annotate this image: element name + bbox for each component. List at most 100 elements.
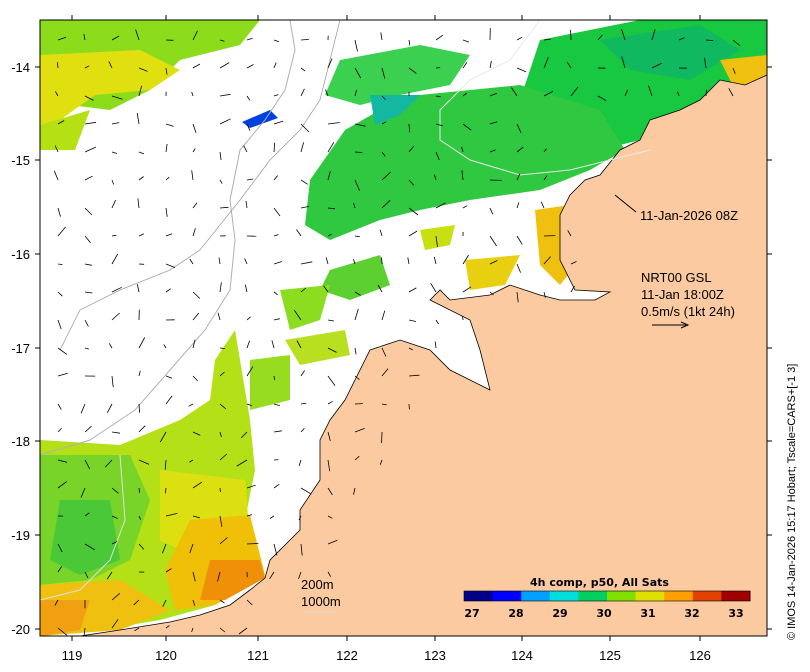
current-arrow [162,543,167,554]
current-arrow [435,151,440,161]
current-arrow [165,67,168,75]
current-arrow [269,515,275,519]
current-arrow [597,34,603,41]
current-arrow [516,173,521,181]
current-arrow [296,229,302,237]
current-arrow [408,207,419,216]
current-arrow [732,67,736,74]
current-arrow [84,146,97,153]
colorbar-label: 31 [640,607,655,620]
current-source-label: NRT00 GSL [641,270,712,285]
current-arrow [327,233,332,237]
colorbar-cell [635,591,665,601]
current-arrow [192,339,196,349]
current-arrow [273,261,283,265]
current-arrow [165,123,174,127]
current-arrow [164,459,167,470]
current-arrow [516,235,523,245]
current-arrow [191,627,194,633]
current-arrow [84,65,90,69]
current-arrow [84,95,94,101]
current-arrow [165,625,170,629]
current-arrow [377,284,383,293]
current-arrow [57,566,63,573]
current-arrow [138,543,145,550]
current-vectors [53,28,741,636]
current-arrow [218,257,221,265]
y-tick-label: -16 [11,247,30,262]
current-arrow [434,341,437,349]
current-arrow [300,261,313,265]
current-arrow [354,151,363,153]
sst-timestamp-annotation: 11-Jan-2026 08Z [614,194,738,223]
current-arrow [57,427,62,433]
current-arrow [462,315,464,321]
current-arrow [354,375,360,380]
current-arrow [462,39,470,43]
current-arrow [192,228,196,237]
y-tick-label: -20 [11,622,30,637]
current-arrow [327,142,335,153]
x-tick-label: 119 [62,648,83,663]
current-arrow [53,170,59,181]
current-arrow [138,337,146,349]
current-arrow [57,403,62,410]
current-arrow [83,627,86,636]
current-arrow [570,86,579,97]
current-arrow [219,627,226,633]
current-arrow [57,207,61,217]
current-arrow [379,229,383,237]
current-arrow [57,263,63,265]
current-arrow [84,459,91,470]
current-arrow [325,89,329,97]
current-arrow [354,291,361,296]
current-arrow [570,261,577,265]
current-arrow [273,62,277,69]
current-arrow [273,430,282,433]
current-arrow [192,571,196,582]
current-arrow [246,403,253,407]
current-arrow [165,143,168,153]
current-arrow [300,179,308,185]
current-arrow [244,258,248,265]
current-arrow [135,29,140,41]
colorbar-label: 32 [684,607,699,620]
current-arrow [621,56,626,69]
current-arrow [621,28,626,41]
current-arrow [246,64,254,69]
current-arrow [219,151,222,161]
current-arrow [408,347,413,351]
current-arrow [543,291,546,298]
colorbar-cell [721,591,751,601]
current-arrow [381,310,386,321]
current-arrow [84,175,93,181]
current-arrow [111,541,118,545]
current-arrow [111,312,120,321]
current-arrow [84,263,92,266]
current-arrow [300,370,305,377]
current-arrow [516,202,520,209]
current-arrow [379,459,383,465]
current-arrow [191,170,194,181]
current-arrow [80,403,86,414]
current-arrow [273,142,276,153]
current-arrow [271,340,275,349]
current-arrow [138,370,141,377]
current-arrow [408,146,414,153]
current-arrow [273,39,280,43]
current-arrow [57,459,68,463]
y-tick-label: -19 [11,528,30,543]
current-arrow [489,235,497,247]
current-arrow [136,112,140,125]
x-tick-label: 121 [247,648,269,663]
current-arrow [327,539,338,545]
current-arrow [162,599,167,607]
colorbar-cell [492,591,522,601]
current-arrow [189,258,194,265]
current-arrow [137,198,140,209]
current-arrow [165,263,176,268]
x-tick-label: 126 [689,648,711,663]
isobath-legend: 200m 1000m [301,577,341,613]
current-arrow [354,455,360,461]
current-arrow [597,95,607,101]
